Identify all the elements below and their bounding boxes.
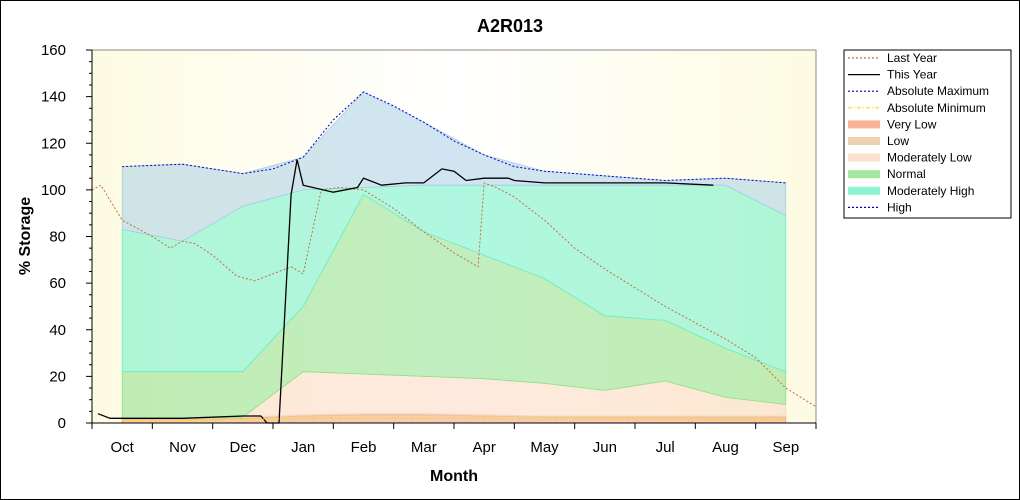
x-tick-label: Sep [772,439,799,456]
y-tick-label: 40 [49,322,66,339]
legend-label-this-year: This Year [887,68,937,82]
series-this-year [97,159,714,424]
bands-layer [121,91,787,424]
x-tick-label: Jan [291,439,315,456]
x-tick-label: Nov [169,439,196,456]
x-tick-label: Oct [110,439,134,456]
legend-label-moderately-high: Moderately High [887,184,974,198]
y-axis-title: % Storage [17,197,34,275]
legend-label-low: Low [887,134,909,148]
legend-label-absolute-maximum: Absolute Maximum [887,84,989,98]
series-last-year [91,182,817,408]
legend-label-normal: Normal [887,167,926,181]
series-absolute-minimum [122,417,786,422]
y-tick-label: 160 [41,42,66,59]
x-axis-title: Month [430,468,478,485]
x-tick-label: Jun [593,439,617,456]
series-absolute-maximum [122,91,786,184]
y-tick-label: 80 [49,229,66,246]
y-tick-label: 20 [49,368,66,385]
x-tick-label: Apr [472,439,495,456]
legend-label-last-year: Last Year [887,51,937,65]
x-tick-label: Feb [351,439,377,456]
legend-swatch-moderately-low [848,153,880,162]
legend-swatch-very-low [848,120,880,129]
y-tick-label: 140 [41,89,66,106]
x-tick-label: May [530,439,559,456]
y-tick-label: 60 [49,275,66,292]
lines-layer [91,91,817,424]
y-tick-label: 120 [41,135,66,152]
x-tick-label: Aug [712,439,739,456]
legend-swatch-low [848,137,880,145]
legend-label-absolute-minimum: Absolute Minimum [887,101,986,115]
x-tick-label: Dec [229,439,256,456]
x-tick-label: Mar [411,439,437,456]
legend-swatch-normal [848,170,880,179]
y-tick-label: 0 [58,415,66,432]
x-tick-label: Jul [656,439,675,456]
legend-swatch-moderately-high [848,186,880,195]
legend: Last Year This Year Absolute Maximum Absolu… [843,49,1012,219]
y-tick-label: 100 [41,182,66,199]
legend-label-high: High [887,200,912,214]
legend-label-very-low: Very Low [887,117,937,131]
chart-title: A2R013 [477,16,543,36]
legend-label-moderately-low: Moderately Low [887,151,972,165]
axes-layer: 0 20 40 60 80 100 120 140 160 Oct Nov Dec Jan Feb Mar A… [41,42,817,456]
